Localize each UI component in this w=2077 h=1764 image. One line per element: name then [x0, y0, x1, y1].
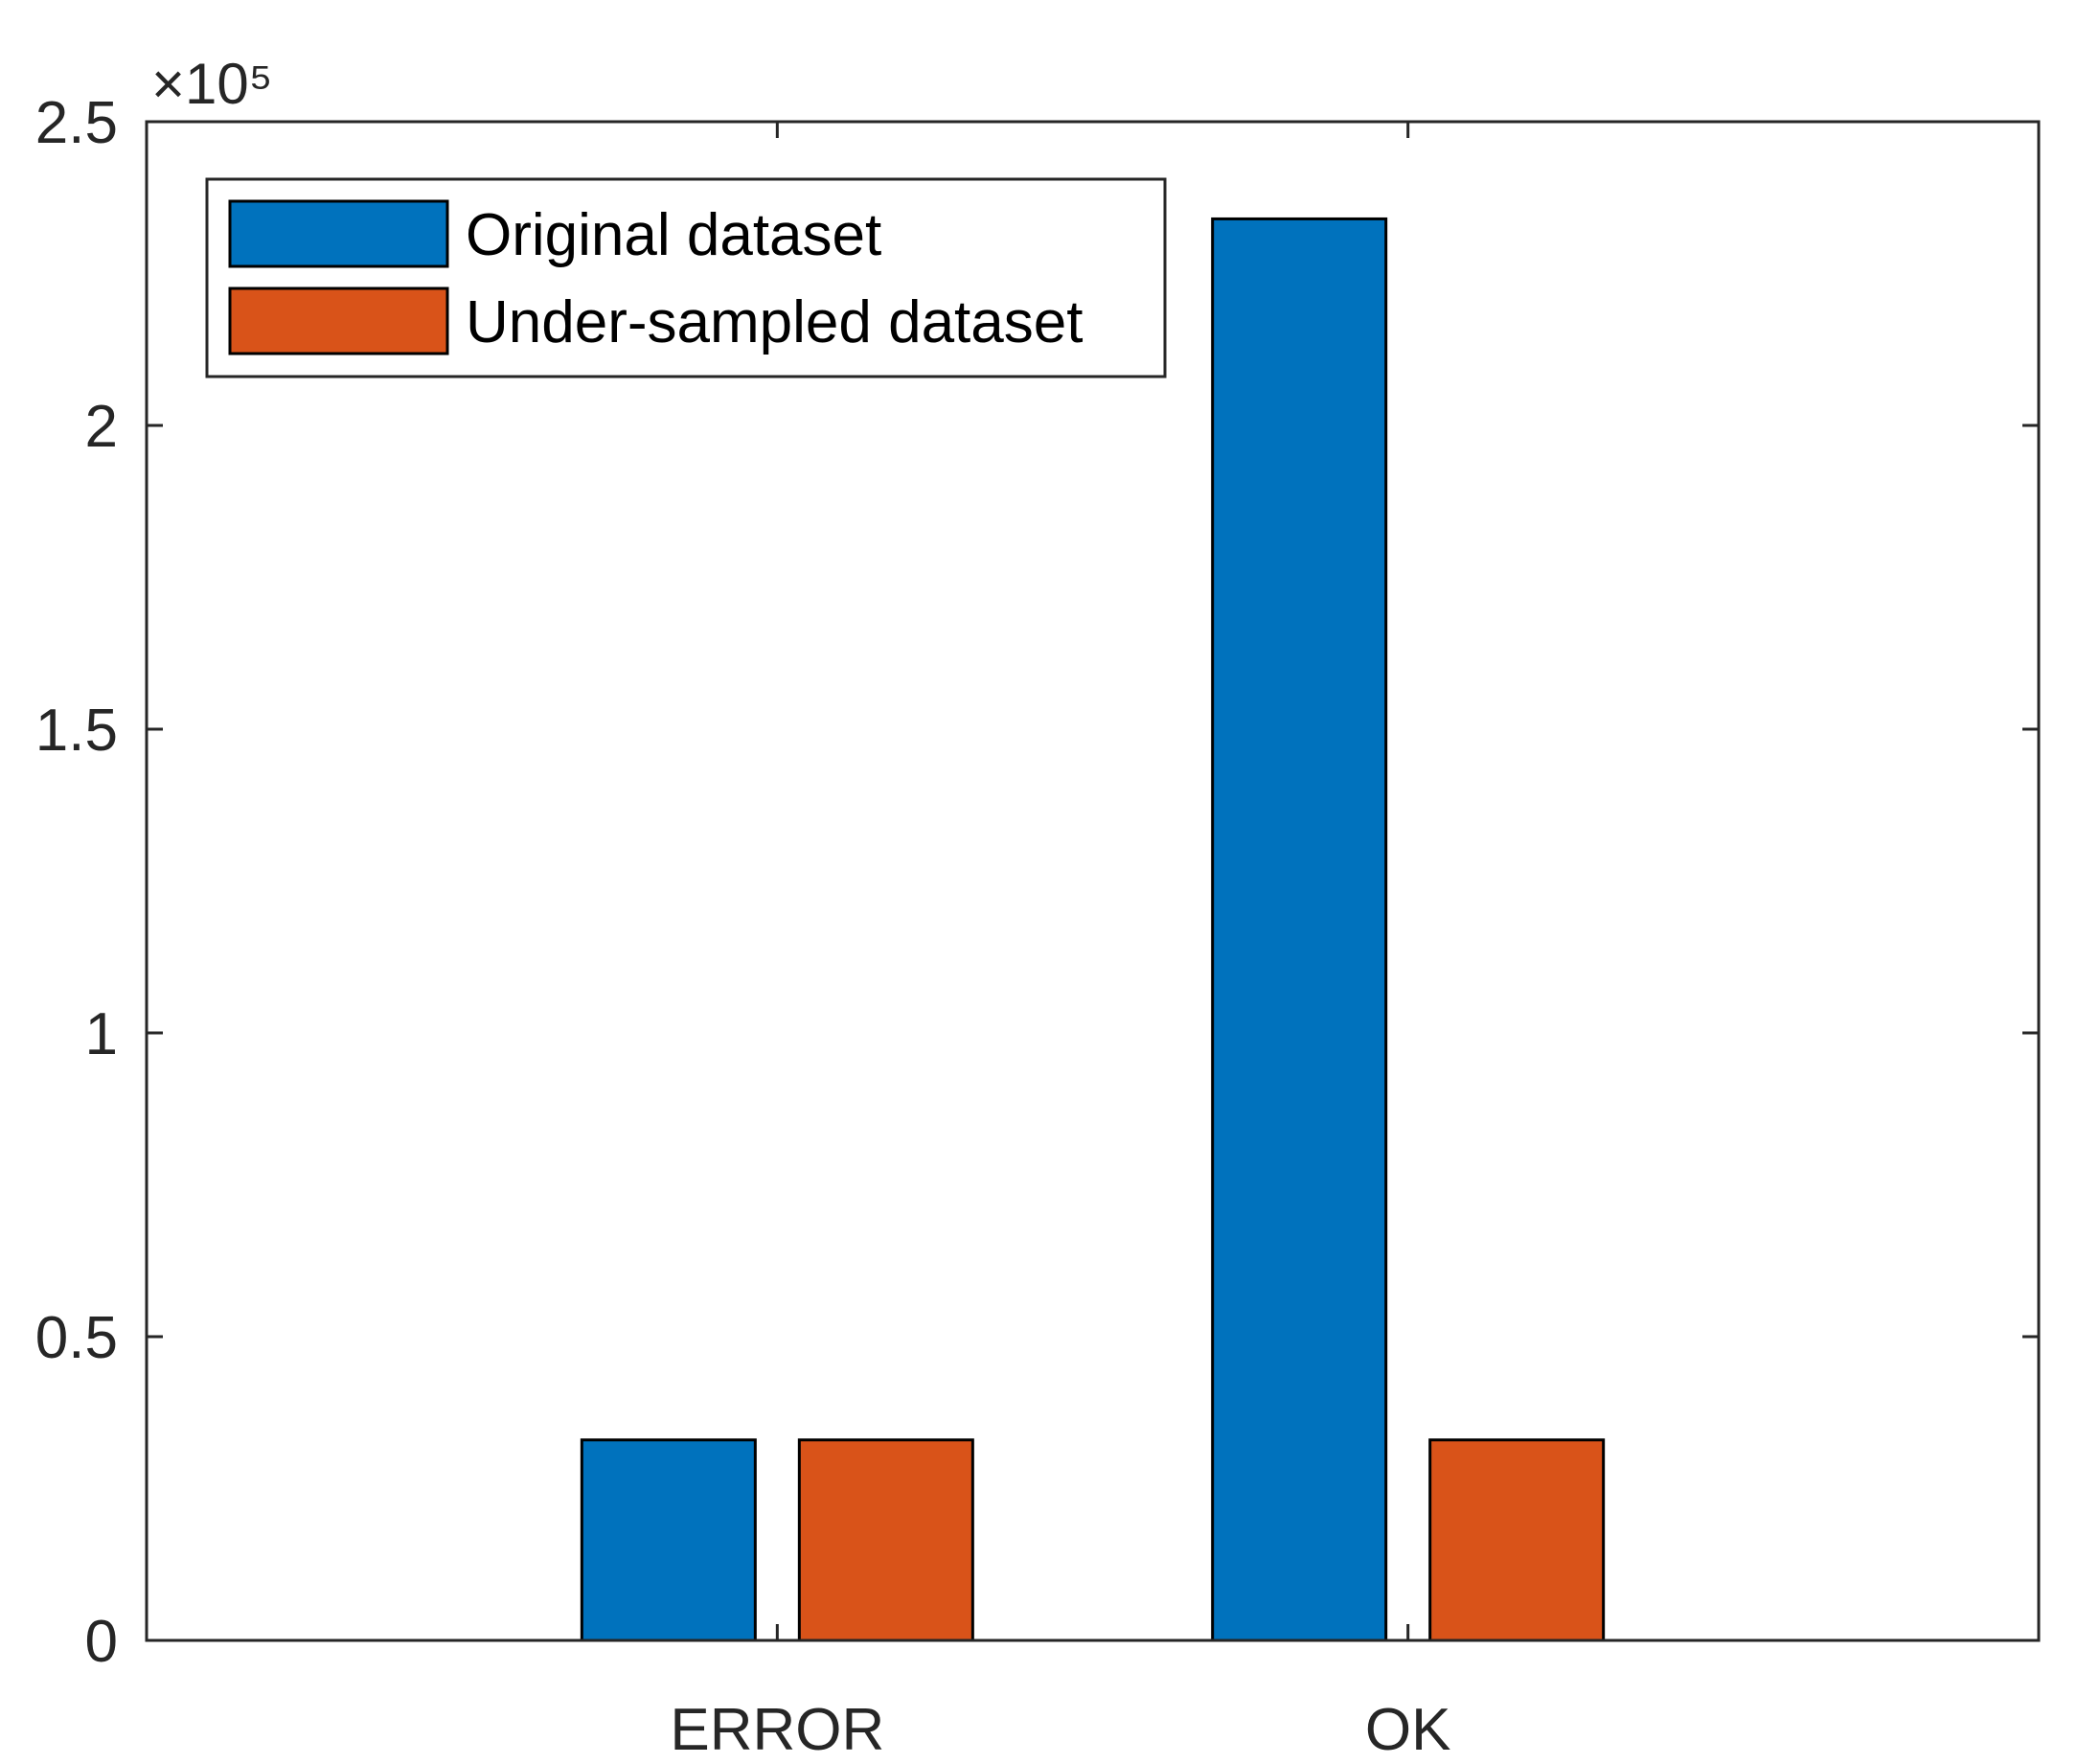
legend-label-series-2: Under-sampled dataset	[466, 289, 1083, 355]
x-tick-label: ERROR	[670, 1697, 884, 1763]
bars-group	[580, 217, 1606, 1642]
bar-ok-series-2	[1428, 1438, 1606, 1642]
bar-ok-series-1	[1211, 217, 1388, 1642]
legend-swatch-series-2	[228, 286, 449, 355]
y-tick-label: 2.5	[35, 90, 118, 156]
y-exponent-label: ×10⁵	[151, 52, 273, 116]
legend: Original dataset Under-sampled dataset	[205, 177, 1167, 378]
y-tick-label: 0.5	[35, 1305, 118, 1371]
x-tick-label: OK	[1365, 1697, 1451, 1763]
axes-box	[145, 120, 2041, 1642]
y-tick-label: 0	[85, 1609, 118, 1675]
y-tick-label: 1.5	[35, 698, 118, 764]
legend-swatch-series-1	[228, 199, 449, 268]
bar-error-series-1	[580, 1438, 757, 1642]
bar-error-series-2	[797, 1438, 974, 1642]
x-tick-labels: ERROR OK	[670, 1697, 1450, 1763]
y-tick-label: 2	[85, 394, 118, 460]
y-tick-labels: 0 0.5 1 1.5 2 2.5	[35, 90, 118, 1675]
legend-label-series-1: Original dataset	[466, 202, 881, 268]
y-tick-label: 1	[85, 1001, 118, 1067]
